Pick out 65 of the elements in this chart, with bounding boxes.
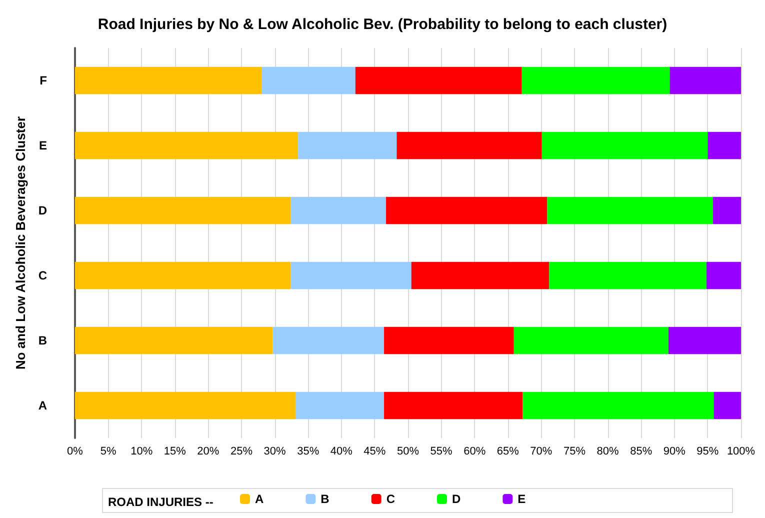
bar — [261, 66, 356, 94]
legend-title: ROAD INJURIES -- — [108, 495, 214, 509]
bar — [75, 262, 291, 290]
y-tick-label: A — [38, 398, 48, 412]
x-tick-label: 85% — [630, 446, 652, 458]
y-tick-label: F — [40, 74, 47, 88]
bar — [522, 392, 714, 420]
bar — [298, 132, 397, 160]
bar — [75, 326, 273, 354]
bar — [290, 262, 412, 290]
bar — [272, 326, 384, 354]
bar — [75, 132, 298, 160]
x-tick-label: 45% — [364, 446, 386, 458]
legend-label: D — [452, 492, 461, 506]
x-tick-label: 35% — [297, 446, 320, 458]
x-tick-label: 70% — [530, 446, 552, 458]
x-tick-label: 95% — [696, 446, 719, 458]
bar — [668, 326, 741, 354]
bar — [75, 392, 296, 420]
legend-label: A — [255, 492, 264, 506]
bar — [549, 262, 706, 290]
x-tick-label: 15% — [164, 446, 186, 458]
x-tick-label: 65% — [496, 446, 520, 458]
y-tick-label: E — [38, 138, 47, 152]
x-tick-label: 25% — [230, 446, 253, 458]
bar — [75, 196, 291, 224]
bar — [547, 196, 714, 224]
y-axis-title: No and Low Alcoholic Beverages Cluster — [13, 116, 28, 370]
x-tick-label: 80% — [596, 446, 620, 458]
bar — [670, 66, 741, 94]
bar — [384, 392, 523, 420]
bar — [542, 132, 708, 160]
y-tick-label: D — [38, 204, 48, 218]
bar — [75, 66, 262, 94]
bar — [708, 132, 741, 160]
bar — [714, 392, 741, 420]
legend-label: E — [518, 492, 526, 506]
legend-label: C — [386, 492, 396, 506]
bar — [706, 262, 741, 290]
bar — [355, 66, 522, 94]
x-tick-label: 75% — [563, 446, 586, 458]
bar — [290, 196, 386, 224]
chart-title: Road Injuries by No & Low Alcoholic Bev. (Probability to belong to each cluster) — [98, 16, 668, 33]
bar — [396, 132, 542, 160]
x-tick-label: 5% — [100, 446, 116, 458]
x-tick-label: 55% — [430, 446, 453, 458]
bar — [384, 326, 514, 354]
x-tick-label: 20% — [197, 446, 220, 458]
bar — [713, 196, 741, 224]
bar — [514, 326, 668, 354]
bar — [386, 196, 548, 224]
bar — [411, 262, 550, 290]
bar — [295, 392, 384, 420]
x-tick-label: 30% — [264, 446, 286, 458]
x-tick-label: 100% — [726, 446, 756, 458]
legend-label: B — [320, 492, 330, 506]
y-tick-label: B — [38, 334, 48, 348]
x-tick-label: 50% — [396, 446, 420, 458]
x-tick-label: 10% — [130, 446, 153, 458]
x-tick-label: 40% — [330, 446, 353, 458]
x-tick-label: 90% — [663, 446, 686, 458]
bar — [522, 66, 670, 94]
y-tick-label: C — [38, 268, 48, 282]
x-tick-label: 60% — [464, 446, 486, 458]
x-tick-label: 0% — [67, 446, 84, 458]
